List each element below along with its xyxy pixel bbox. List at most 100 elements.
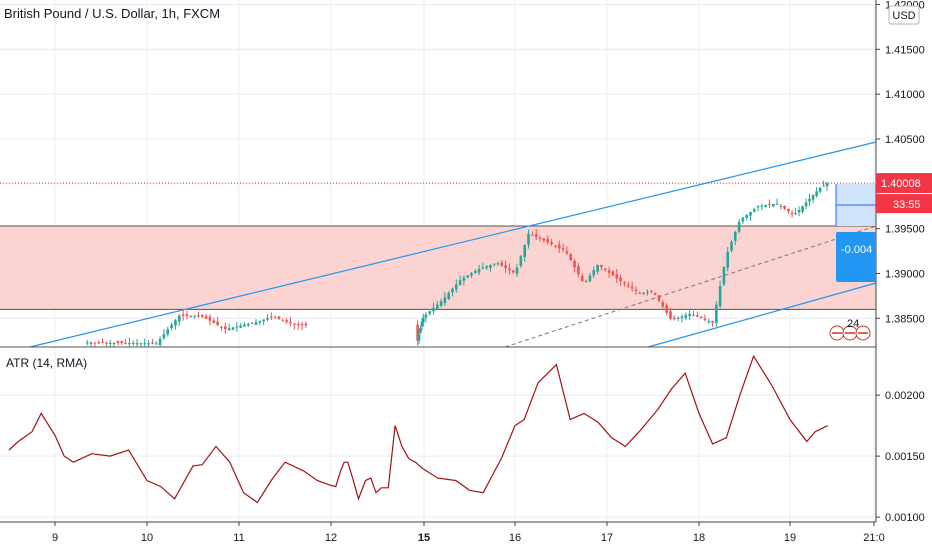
price-axis-bg (876, 0, 932, 550)
price-tick-label: 1.41000 (885, 89, 925, 101)
candle-body (730, 241, 733, 251)
time-tick-label: 17 (601, 532, 613, 544)
candle-body (262, 319, 265, 322)
candle-body (592, 270, 596, 276)
candle-body (715, 304, 718, 323)
candle-body (699, 317, 703, 319)
candle-body (811, 195, 815, 200)
candle-body (534, 234, 538, 237)
candle-body (584, 281, 588, 283)
candle-body (177, 315, 181, 322)
candle-body (227, 328, 231, 331)
candle-body (588, 275, 592, 282)
candle-body (596, 264, 599, 272)
candle-body (239, 325, 242, 328)
candle-body (116, 341, 120, 343)
candle-body (527, 233, 530, 245)
candle-body (707, 321, 711, 323)
candle-body (243, 324, 246, 327)
candle-body (481, 267, 485, 269)
candle-body (492, 263, 496, 265)
candle-body (661, 302, 665, 307)
candle-body (646, 292, 649, 294)
candle-body (515, 267, 519, 274)
candle-body (470, 273, 473, 276)
candle-body (454, 284, 458, 290)
candle-body (600, 264, 603, 268)
candle-body (97, 342, 101, 344)
currency-label: USD (892, 10, 915, 22)
candle-body (808, 198, 811, 202)
candle-body (538, 237, 542, 239)
candle-body (124, 342, 127, 344)
candle-body (638, 292, 642, 294)
price-tick-label: 1.40500 (885, 134, 925, 146)
candle-body (266, 317, 269, 320)
atr-tick-label: 0.00200 (885, 390, 925, 402)
candle-body (85, 342, 89, 344)
candle-body (224, 326, 227, 330)
candle-body (428, 311, 432, 314)
candle-body (93, 342, 97, 344)
candle-body (89, 342, 93, 344)
candle-body (775, 203, 779, 205)
candle-body (511, 270, 515, 273)
candle-body (580, 275, 584, 282)
candle-body (607, 270, 611, 273)
candle-body (220, 326, 223, 328)
candle-body (300, 324, 304, 326)
time-tick-label: 18 (693, 532, 705, 544)
candle-body (822, 185, 825, 187)
candle-body (120, 341, 124, 343)
candle-body (458, 280, 462, 285)
candle-body (154, 343, 158, 345)
candle-body (208, 316, 212, 321)
candle-body (258, 320, 262, 323)
atr-tick-label: 0.00100 (885, 512, 925, 524)
candle-body (768, 204, 771, 206)
candle-body (147, 343, 150, 345)
candle-body (181, 314, 185, 316)
candle-body (801, 206, 804, 212)
candle-body (135, 343, 139, 345)
price-tick-label: 1.41500 (885, 44, 925, 56)
candle-body (462, 277, 466, 281)
candle-body (204, 316, 208, 319)
resistance-zone (0, 225, 876, 310)
candle-body (419, 328, 422, 334)
events-count-label: 24 (847, 318, 859, 330)
candle-body (508, 268, 511, 271)
candle-body (247, 323, 250, 326)
candle-body (197, 315, 200, 317)
candle-body (519, 256, 523, 266)
time-tick-label: 10 (141, 532, 153, 544)
candle-body (170, 324, 173, 329)
candle-body (112, 342, 116, 344)
candle-body (611, 271, 615, 276)
candle-body (200, 314, 204, 317)
channel-mid-line (504, 225, 877, 348)
last-price-tag (876, 173, 932, 194)
candle-body (504, 265, 507, 268)
candle-body (270, 316, 273, 318)
candle-body (737, 221, 741, 232)
price-tick-label: 1.38500 (885, 313, 925, 325)
candle-body (688, 313, 691, 317)
candle-body (771, 203, 775, 207)
candle-body (212, 320, 216, 323)
indicator-label: ATR (14, RMA) (6, 356, 88, 370)
time-tick-label: 15 (418, 532, 430, 544)
candle-body (542, 238, 546, 241)
candle-body (718, 285, 722, 307)
candle-body (692, 314, 695, 316)
candle-body (289, 321, 292, 324)
candle-body (684, 315, 688, 318)
candle-body (151, 342, 154, 344)
candle-body (432, 307, 435, 312)
atr-tick-label: 0.00150 (885, 451, 925, 463)
candle-body (174, 320, 177, 326)
candle-body (569, 254, 573, 261)
candle-body (630, 286, 634, 289)
candle-body (797, 210, 801, 213)
